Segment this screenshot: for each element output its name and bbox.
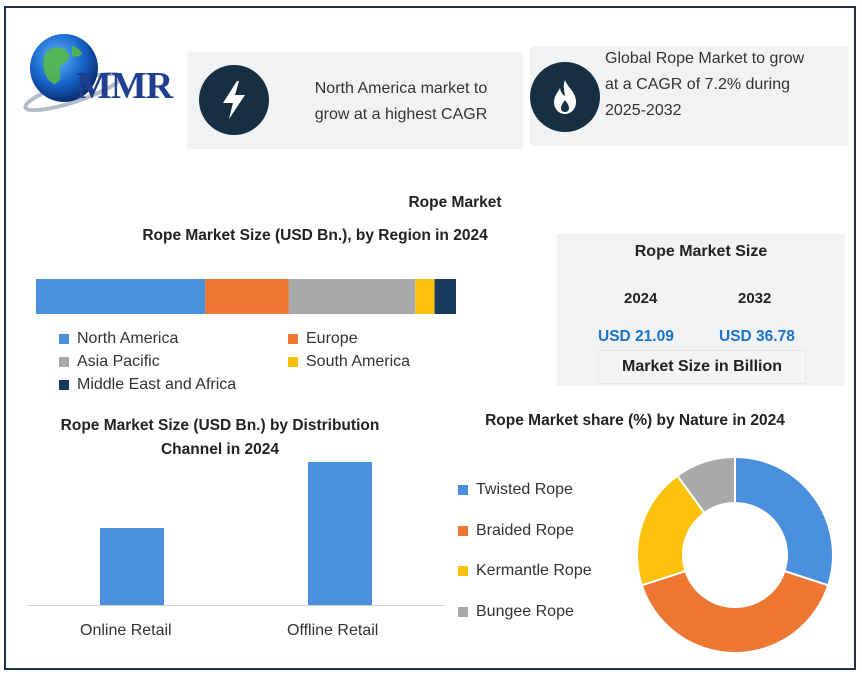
region-segment-3	[415, 279, 435, 314]
nature-donut-chart	[636, 455, 834, 655]
distribution-bar-1	[308, 462, 372, 605]
flame-icon	[530, 62, 600, 132]
legend-north-america: North America	[59, 330, 178, 348]
legend-south-america: South America	[288, 353, 410, 371]
globe-icon	[23, 34, 123, 113]
distribution-chart-title: Rope Market Size (USD Bn.) by Distributi…	[60, 417, 380, 458]
legend-braided-rope: Braided Rope	[458, 522, 574, 540]
distribution-bar-0	[100, 528, 164, 605]
distribution-bar-chart	[28, 462, 444, 606]
market-size-title: Rope Market Size	[634, 243, 768, 260]
x-label-online-retail: Online Retail	[80, 622, 172, 639]
region-segment-4	[434, 279, 456, 314]
card1-text: North America market to grow at a highes…	[314, 80, 488, 123]
legend-bungee-rope: Bungee Rope	[458, 603, 574, 621]
legend-asia-pacific: Asia Pacific	[59, 353, 160, 371]
market-size-unit-label: Market Size in Billion	[598, 350, 806, 384]
highlight-card-north-america: North America market to grow at a highes…	[187, 52, 523, 149]
nature-chart-title: Rope Market share (%) by Nature in 2024	[485, 412, 785, 429]
donut-slice-0	[734, 455, 834, 587]
market-size-value-2032: USD 36.78	[719, 328, 795, 345]
main-title: Rope Market	[408, 194, 502, 211]
legend-swatch	[458, 526, 468, 536]
donut-slice-3	[676, 455, 736, 515]
legend-swatch	[59, 334, 69, 344]
legend-swatch	[458, 607, 468, 617]
market-size-card: Rope Market Size 2024 2032 USD 21.09 USD…	[557, 234, 845, 386]
x-label-offline-retail: Offline Retail	[287, 622, 379, 639]
legend-swatch	[59, 357, 69, 367]
legend-swatch	[288, 334, 298, 344]
outer-frame	[4, 6, 856, 670]
market-size-value-2024: USD 21.09	[598, 328, 674, 345]
logo-text: MMR	[76, 65, 173, 107]
mmr-logo: MMR	[18, 24, 178, 119]
region-segment-1	[205, 279, 289, 314]
legend-swatch	[288, 357, 298, 367]
legend-twisted-rope: Twisted Rope	[458, 481, 573, 499]
region-segment-0	[36, 279, 206, 314]
legend-kermantle-rope: Kermantle Rope	[458, 562, 592, 580]
region-segment-2	[288, 279, 416, 314]
legend-swatch	[59, 380, 69, 390]
legend-swatch	[458, 485, 468, 495]
region-stacked-bar	[36, 279, 456, 314]
donut-slice-1	[640, 569, 830, 655]
region-chart-title: Rope Market Size (USD Bn.), by Region in…	[142, 227, 488, 244]
card2-text: Global Rope Market to grow at a CAGR of …	[605, 50, 805, 119]
legend-middle-east-africa: Middle East and Africa	[59, 376, 236, 394]
legend-swatch	[458, 566, 468, 576]
lightning-bolt-icon	[199, 65, 269, 135]
legend-europe: Europe	[288, 330, 358, 348]
market-size-year-2024: 2024	[624, 290, 658, 307]
market-size-year-2032: 2032	[738, 290, 772, 307]
highlight-card-global-cagr: Global Rope Market to grow at a CAGR of …	[530, 46, 848, 146]
